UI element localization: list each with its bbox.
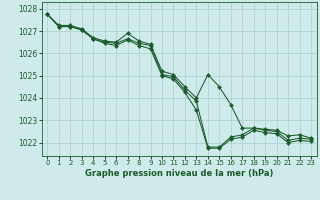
X-axis label: Graphe pression niveau de la mer (hPa): Graphe pression niveau de la mer (hPa) (85, 169, 273, 178)
